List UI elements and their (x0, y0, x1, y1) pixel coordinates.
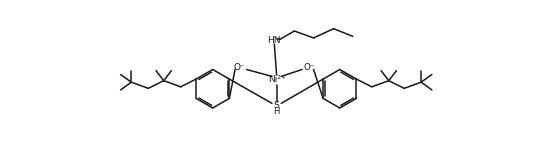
Text: O⁻: O⁻ (234, 64, 246, 72)
Text: O⁻: O⁻ (303, 64, 315, 72)
Text: HN: HN (267, 36, 281, 45)
Text: H: H (273, 107, 280, 116)
Text: Ni²⁺: Ni²⁺ (268, 75, 286, 84)
Text: S: S (274, 101, 280, 110)
